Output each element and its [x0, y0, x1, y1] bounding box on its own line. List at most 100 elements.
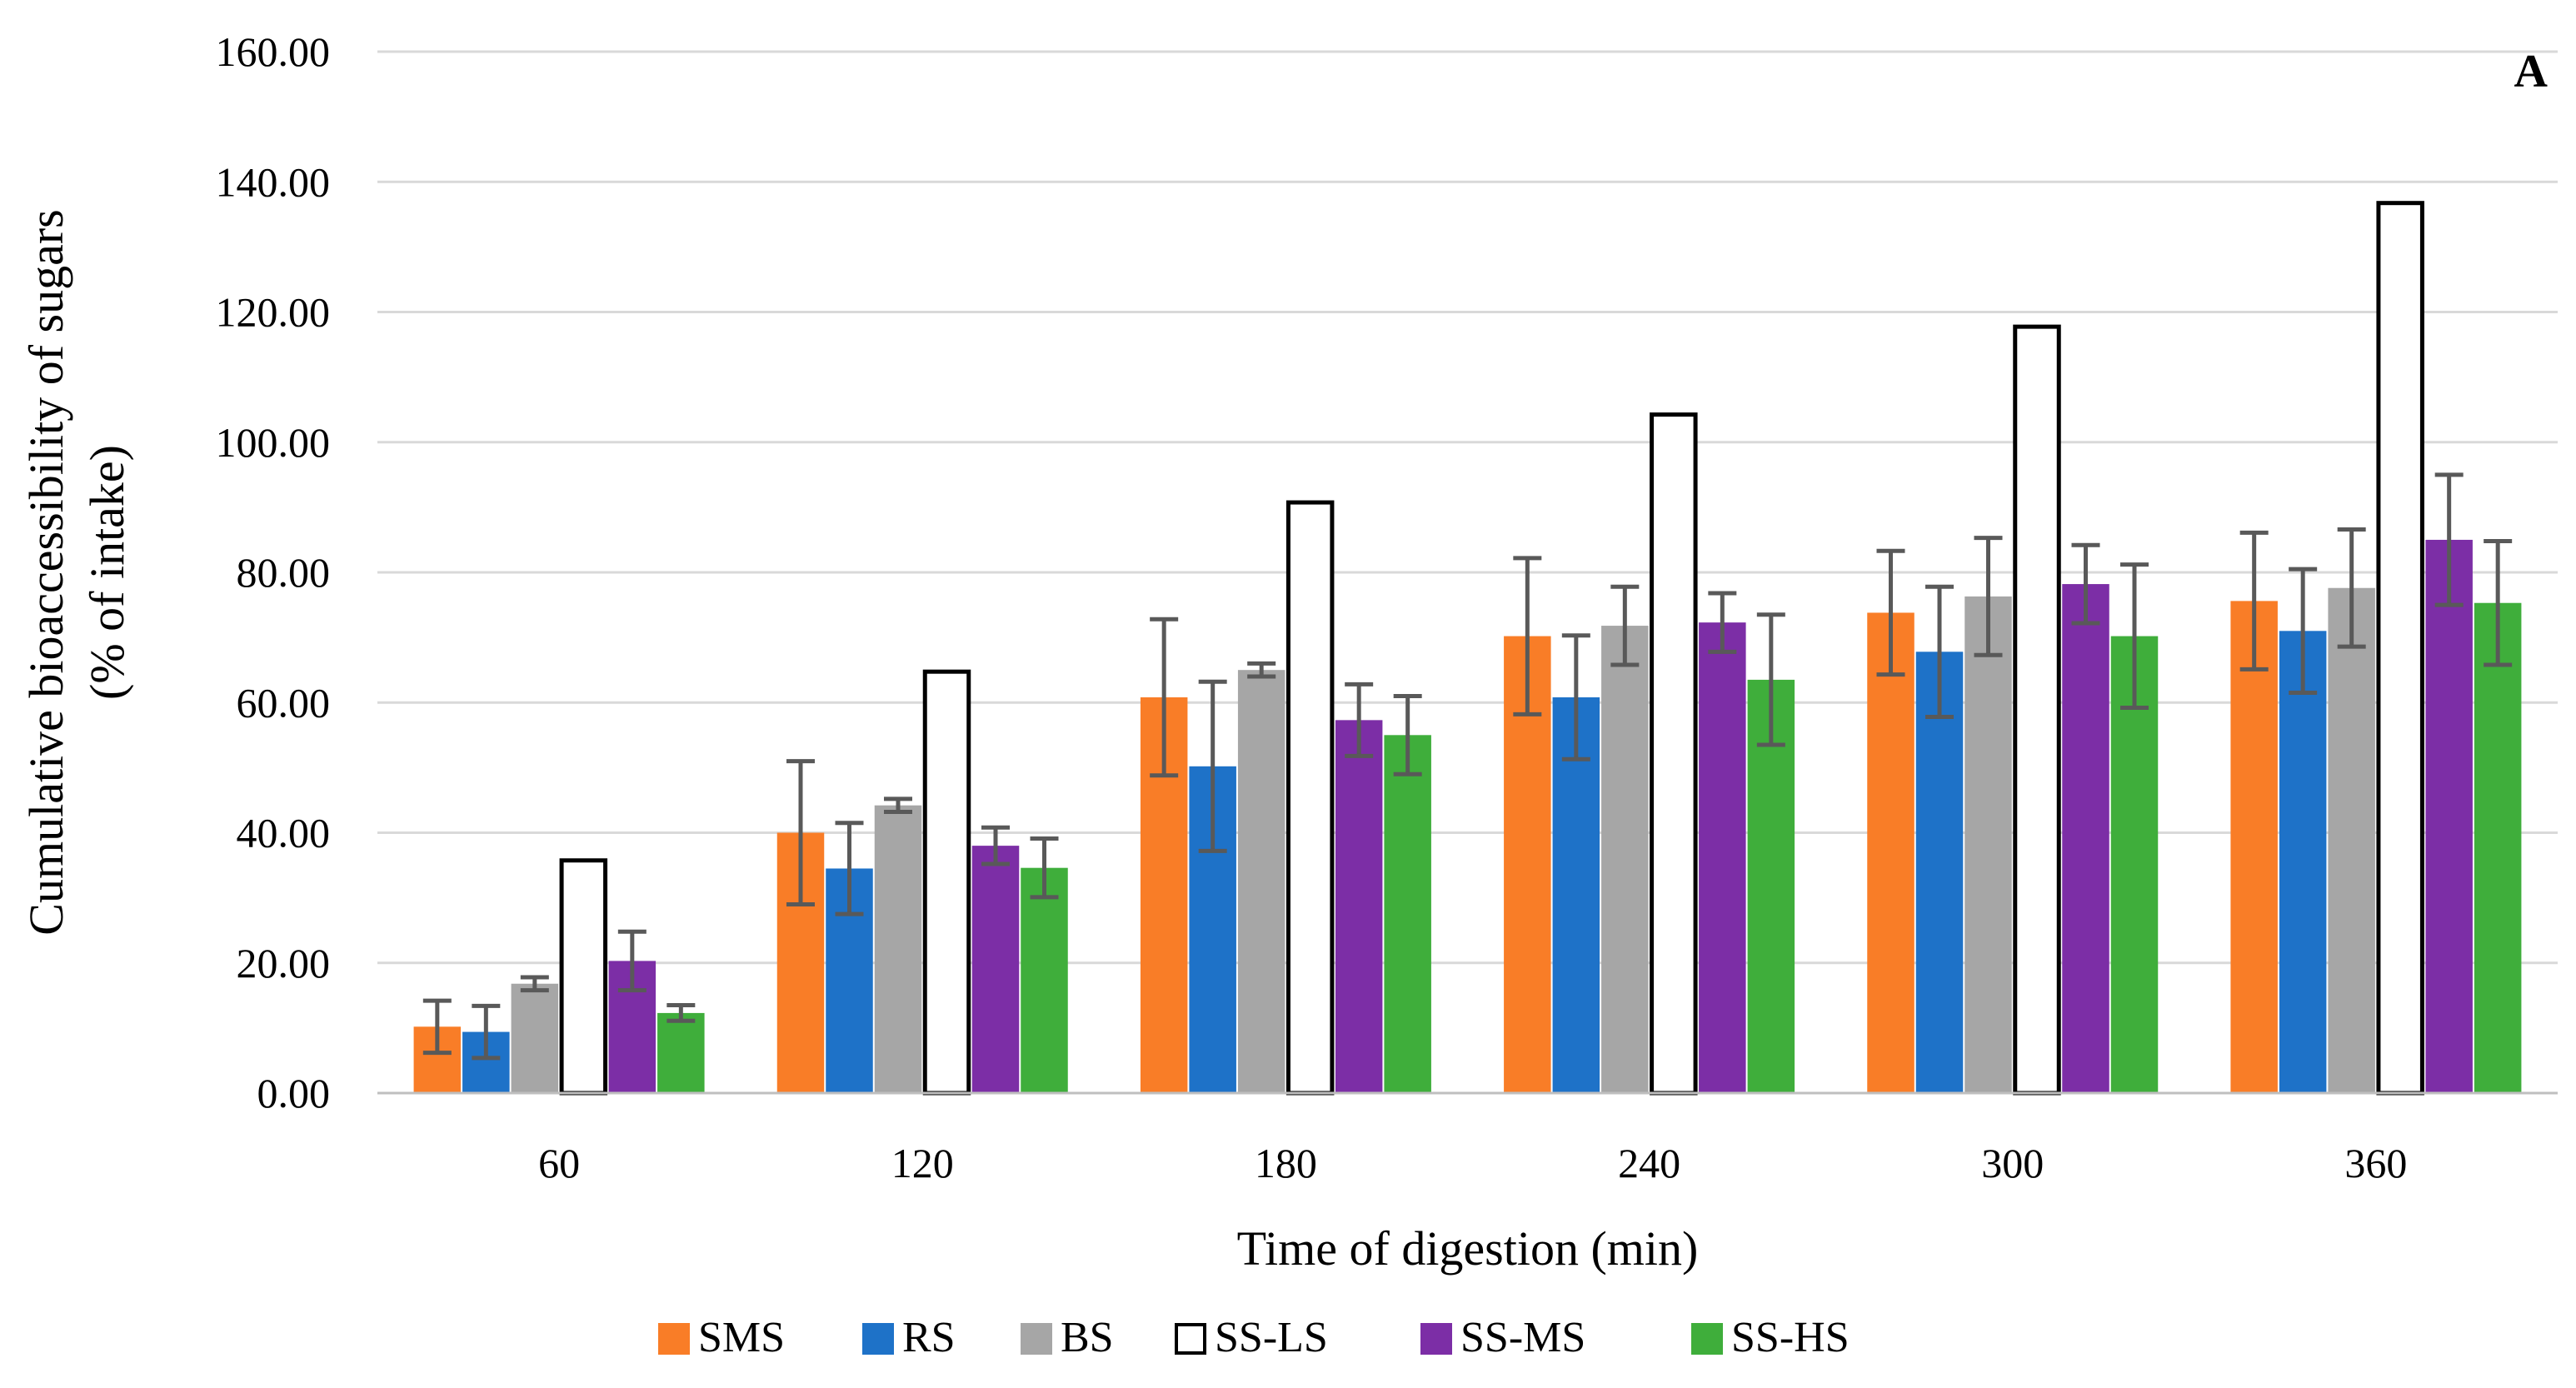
- bar-ss-ls-120: [922, 669, 971, 1096]
- legend-item-sms: SMS: [658, 1314, 785, 1361]
- legend-swatch: [1021, 1323, 1052, 1355]
- y-axis-ticks: 0.00 20.00 40.00 60.00 80.00 100.00 120.00 140.…: [216, 28, 331, 1116]
- bar-ss-ms-360: [2425, 539, 2473, 1093]
- bar-ss-ls-360: [2376, 201, 2424, 1096]
- x-tick-label: 180: [1255, 1140, 1317, 1186]
- legend: SMS RS BS SS-LS SS-MS SS-HS: [658, 1314, 1850, 1361]
- bar-sms-300: [1867, 612, 1915, 1093]
- panel-label: A: [2514, 46, 2549, 97]
- y-tick-label: 160.00: [216, 28, 331, 75]
- error-bar-ss-hs-360: [2484, 539, 2513, 667]
- error-bar-sms-180: [1150, 617, 1179, 778]
- bar-bs-120: [874, 805, 922, 1093]
- error-bar-rs-60: [472, 1003, 501, 1061]
- bar-ss-hs-120: [1021, 867, 1068, 1093]
- y-tick-label: 100.00: [216, 419, 331, 466]
- y-tick-label: 120.00: [216, 289, 331, 336]
- legend-swatch: [658, 1323, 690, 1355]
- error-bar-rs-120: [835, 821, 864, 916]
- bar-ss-ms-240: [1699, 622, 1746, 1093]
- error-bar-ss-hs-180: [1393, 693, 1422, 776]
- gridlines: [377, 50, 2558, 965]
- y-tick-label: 0.00: [257, 1070, 331, 1116]
- error-bar-bs-240: [1610, 584, 1640, 667]
- legend-swatch: [862, 1323, 894, 1355]
- y-tick-label: 40.00: [237, 810, 331, 856]
- error-bars: [422, 472, 2513, 1061]
- error-bar-bs-300: [1974, 536, 2003, 657]
- bar-bs-360: [2328, 587, 2375, 1093]
- bar-bs-60: [511, 983, 559, 1093]
- error-bar-ss-ms-240: [1708, 591, 1737, 654]
- error-bar-ss-ms-60: [617, 929, 646, 993]
- legend-label: SS-LS: [1215, 1314, 1328, 1361]
- bars: [413, 201, 2522, 1096]
- legend-item-ss-ms: SS-MS: [1420, 1314, 1585, 1361]
- legend-label: SS-MS: [1460, 1314, 1585, 1361]
- bar-ss-hs-300: [2110, 636, 2159, 1093]
- bar-bs-240: [1601, 626, 1649, 1093]
- y-tick-label: 60.00: [237, 679, 331, 726]
- error-bar-sms-60: [422, 998, 452, 1056]
- legend-label: RS: [902, 1314, 956, 1361]
- bar-ss-hs-360: [2474, 602, 2522, 1093]
- error-bar-ss-ms-120: [981, 825, 1010, 866]
- error-bar-bs-360: [2337, 527, 2366, 649]
- legend-label: BS: [1061, 1314, 1114, 1361]
- bar-ss-ms-180: [1335, 720, 1383, 1093]
- legend-swatch: [1691, 1323, 1723, 1355]
- y-tick-label: 20.00: [237, 940, 331, 986]
- x-tick-label: 60: [538, 1140, 580, 1186]
- bar-rs-300: [1915, 652, 1964, 1093]
- legend-item-ss-ls: SS-LS: [1175, 1314, 1328, 1361]
- bar-ss-ms-120: [971, 846, 1020, 1093]
- bar-ss-hs-60: [657, 1012, 705, 1093]
- x-tick-label: 240: [1618, 1140, 1680, 1186]
- bar-ss-hs-240: [1747, 679, 1795, 1093]
- legend-item-rs: RS: [862, 1314, 956, 1361]
- error-bar-ss-hs-60: [666, 1003, 696, 1023]
- legend-swatch: [1420, 1323, 1452, 1355]
- y-axis-title-line-2: (% of intake): [80, 445, 134, 700]
- x-tick-label: 120: [891, 1140, 954, 1186]
- y-tick-label: 80.00: [237, 549, 331, 596]
- bar-bs-180: [1237, 670, 1286, 1093]
- error-bar-bs-180: [1247, 661, 1276, 679]
- error-bar-rs-240: [1561, 633, 1590, 761]
- error-bar-sms-240: [1513, 556, 1542, 716]
- bar-ss-ls-180: [1286, 500, 1335, 1096]
- bar-rs-240: [1552, 697, 1600, 1093]
- x-tick-label: 360: [2344, 1140, 2407, 1186]
- legend-label: SMS: [698, 1314, 785, 1361]
- bar-ss-ls-240: [1650, 412, 1698, 1096]
- bar-rs-360: [2279, 631, 2327, 1093]
- legend-item-bs: BS: [1021, 1314, 1114, 1361]
- bar-ss-ls-300: [2013, 324, 2061, 1096]
- legend-label: SS-HS: [1731, 1314, 1850, 1361]
- error-bar-rs-360: [2289, 567, 2318, 696]
- error-bar-ss-hs-240: [1756, 612, 1785, 747]
- error-bar-ss-hs-300: [2120, 562, 2149, 710]
- error-bar-rs-180: [1198, 679, 1227, 853]
- error-bar-bs-60: [520, 975, 549, 993]
- y-tick-label: 140.00: [216, 158, 331, 205]
- bar-bs-300: [1964, 596, 2012, 1093]
- x-tick-label: 300: [1981, 1140, 2044, 1186]
- error-bar-ss-ms-360: [2434, 472, 2464, 607]
- x-axis-title: Time of digestion (min): [1237, 1221, 1699, 1276]
- error-bar-rs-300: [1925, 584, 1954, 719]
- bar-ss-hs-180: [1384, 735, 1431, 1093]
- error-bar-bs-120: [884, 796, 912, 814]
- bar-sms-360: [2230, 601, 2278, 1093]
- y-axis-title-line-1: Cumulative bioaccessibility of sugars: [19, 209, 73, 935]
- error-bar-ss-ms-180: [1345, 682, 1374, 758]
- error-bar-ss-ms-300: [2071, 542, 2100, 626]
- error-bar-sms-360: [2239, 530, 2269, 672]
- bar-ss-ls-60: [559, 858, 608, 1096]
- error-bar-sms-300: [1876, 548, 1905, 677]
- legend-item-ss-hs: SS-HS: [1691, 1314, 1850, 1361]
- error-bar-ss-hs-120: [1030, 836, 1059, 900]
- legend-swatch: [1175, 1323, 1206, 1355]
- x-axis-ticks: 60 120 180 240 300 360: [538, 1140, 2407, 1186]
